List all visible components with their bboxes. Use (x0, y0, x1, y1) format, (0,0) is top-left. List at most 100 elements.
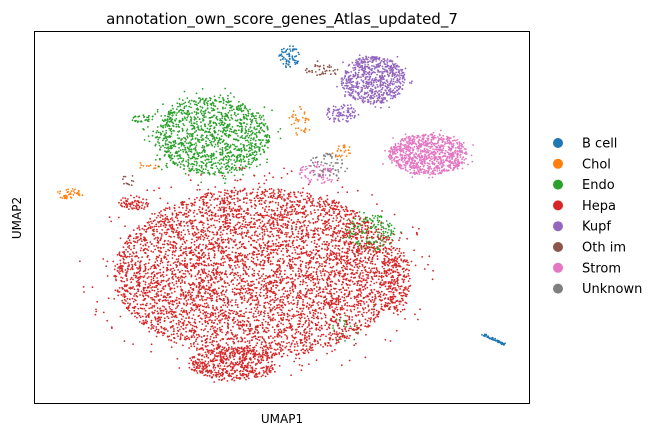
point (180, 310, 183, 312)
point (159, 197, 162, 200)
point (286, 290, 289, 293)
point (174, 142, 177, 145)
point (211, 144, 214, 147)
point (196, 104, 198, 107)
point (291, 258, 293, 261)
point (319, 291, 322, 294)
point (169, 287, 172, 289)
point (352, 217, 355, 220)
point (177, 143, 180, 146)
point (173, 287, 176, 290)
point (292, 45, 294, 48)
point (250, 133, 253, 136)
point (267, 329, 270, 332)
point (387, 264, 390, 267)
point (234, 264, 236, 267)
point (315, 273, 318, 276)
point (189, 103, 192, 105)
point (227, 171, 230, 174)
point (246, 139, 249, 142)
point (351, 290, 353, 292)
point (266, 294, 268, 297)
point (235, 114, 237, 117)
point (239, 164, 242, 166)
point (223, 175, 226, 178)
point (297, 330, 300, 333)
point (201, 144, 204, 147)
point (365, 311, 368, 314)
point (233, 144, 236, 146)
point (355, 298, 358, 301)
point (237, 109, 240, 111)
point (281, 240, 284, 243)
point (171, 104, 174, 107)
point (171, 275, 174, 278)
point (320, 308, 323, 311)
point (293, 302, 296, 305)
point (217, 161, 219, 164)
point (204, 131, 206, 134)
point (227, 164, 229, 167)
point (209, 97, 212, 100)
point (235, 304, 237, 306)
point (254, 159, 257, 162)
point (182, 315, 185, 318)
point (346, 335, 349, 338)
point (230, 168, 233, 170)
point (180, 325, 183, 328)
point (224, 166, 227, 169)
point (143, 275, 146, 277)
point (191, 324, 194, 327)
point (238, 199, 241, 202)
point (207, 248, 210, 251)
point (300, 248, 303, 250)
point (286, 354, 289, 357)
point (228, 109, 231, 112)
point (147, 326, 150, 329)
point (225, 162, 228, 165)
point (337, 147, 340, 150)
point (198, 335, 201, 337)
point (149, 225, 152, 228)
point (360, 248, 363, 250)
point (379, 224, 382, 227)
point (168, 339, 170, 341)
point (183, 212, 186, 215)
point (170, 333, 173, 336)
point (289, 345, 292, 348)
point (159, 148, 161, 151)
point (358, 219, 361, 221)
point (247, 229, 249, 232)
point (159, 157, 161, 160)
point (319, 312, 322, 315)
point (171, 281, 174, 284)
point (189, 286, 192, 289)
point (322, 346, 324, 348)
point (156, 228, 158, 231)
point (224, 189, 226, 192)
point (309, 342, 311, 344)
point (390, 241, 392, 244)
point (222, 127, 225, 130)
point (348, 318, 350, 321)
point (167, 240, 170, 242)
point (162, 271, 165, 274)
point (275, 234, 278, 237)
point (193, 204, 196, 207)
point (200, 160, 203, 163)
point (228, 133, 231, 136)
point (233, 174, 236, 177)
point (155, 216, 158, 219)
point (216, 323, 219, 325)
point (374, 263, 377, 266)
point (222, 102, 225, 104)
point (201, 207, 204, 210)
point (247, 150, 250, 153)
point (240, 143, 242, 145)
point (137, 276, 140, 279)
point (328, 273, 331, 276)
point (154, 144, 157, 147)
point (254, 199, 257, 202)
point (190, 298, 193, 301)
point (139, 162, 142, 164)
